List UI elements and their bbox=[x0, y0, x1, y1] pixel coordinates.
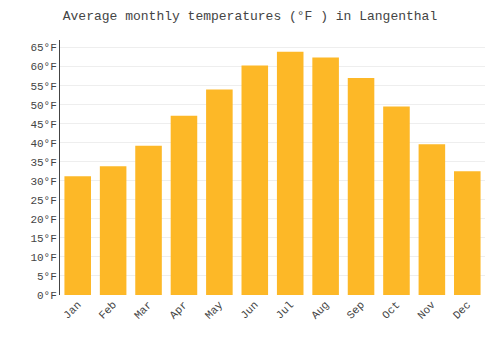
svg-text:Jun: Jun bbox=[238, 299, 260, 321]
svg-text:15°F: 15°F bbox=[30, 233, 56, 245]
svg-text:55°F: 55°F bbox=[30, 81, 56, 93]
svg-text:Nov: Nov bbox=[415, 299, 438, 322]
svg-text:0°F: 0°F bbox=[37, 290, 57, 302]
svg-text:40°F: 40°F bbox=[30, 138, 56, 150]
svg-text:Average monthly temperatures (: Average monthly temperatures (°F ) in La… bbox=[63, 9, 438, 24]
svg-text:Mar: Mar bbox=[132, 299, 154, 321]
svg-text:Jan: Jan bbox=[61, 299, 83, 321]
svg-text:20°F: 20°F bbox=[30, 214, 56, 226]
svg-text:60°F: 60°F bbox=[30, 61, 56, 73]
svg-text:Oct: Oct bbox=[380, 299, 402, 321]
svg-text:Feb: Feb bbox=[97, 299, 119, 321]
svg-text:10°F: 10°F bbox=[30, 252, 56, 264]
svg-text:Sep: Sep bbox=[345, 299, 367, 321]
svg-text:Aug: Aug bbox=[309, 299, 331, 321]
svg-text:25°F: 25°F bbox=[30, 195, 56, 207]
svg-text:May: May bbox=[203, 299, 226, 322]
svg-text:35°F: 35°F bbox=[30, 157, 56, 169]
svg-text:Dec: Dec bbox=[451, 299, 473, 321]
svg-text:65°F: 65°F bbox=[30, 42, 56, 54]
svg-text:45°F: 45°F bbox=[30, 119, 56, 131]
svg-text:Jul: Jul bbox=[274, 299, 296, 321]
svg-text:30°F: 30°F bbox=[30, 176, 56, 188]
svg-text:Apr: Apr bbox=[167, 299, 189, 321]
svg-text:50°F: 50°F bbox=[30, 100, 56, 112]
svg-text:5°F: 5°F bbox=[37, 271, 57, 283]
